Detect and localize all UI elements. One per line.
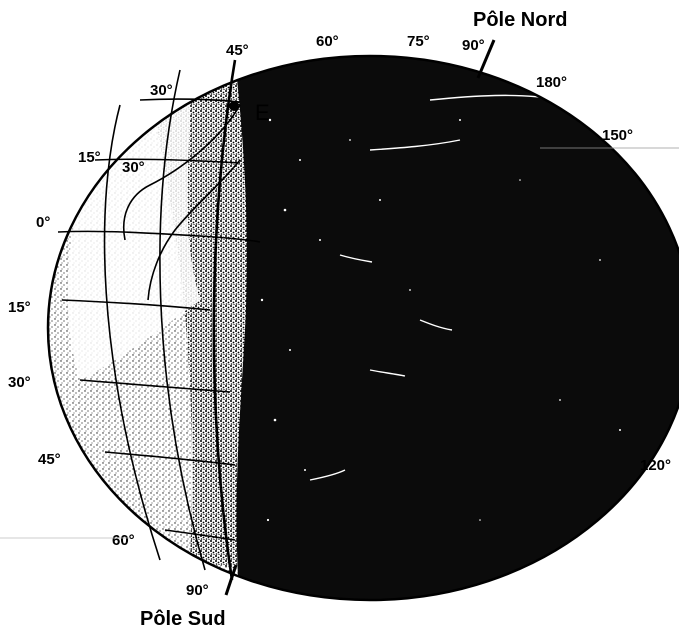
south-pole-label: Pôle Sud [140, 608, 226, 630]
lat-label-0: 0° [36, 214, 50, 231]
lat-label-30: 30° [8, 374, 31, 391]
lon-label-90: 90° [462, 37, 485, 54]
globe-body [48, 56, 679, 600]
lon-label-180: 180° [536, 74, 567, 91]
north-pole-pointer [476, 39, 496, 79]
graticule [57, 59, 261, 581]
lat-label-60: 60° [112, 532, 135, 549]
point-e-marker [229, 101, 239, 111]
night-side [235, 56, 679, 600]
lat-label-45: 45° [38, 451, 61, 468]
globe-outline [46, 54, 679, 602]
lon-label-150: 150° [602, 127, 633, 144]
point-e-label: E [255, 100, 270, 125]
lon-label-60: 60° [316, 33, 339, 50]
lat-label-upper-30b: 30° [122, 159, 145, 176]
lat-label-upper-30a: 30° [150, 82, 173, 99]
north-pole-label: Pôle Nord [473, 9, 567, 31]
lat-label-15: 15° [8, 299, 31, 316]
lat-label-upper-15: 15° [78, 149, 101, 166]
night-streaks [309, 94, 561, 481]
lon-label-75: 75° [407, 33, 430, 50]
lat-label-90: 90° [186, 582, 209, 599]
night-speckle [260, 118, 621, 522]
lat-label-upper-45: 45° [226, 42, 249, 59]
south-pole-pointer [224, 564, 238, 596]
lon-label-120: 120° [640, 457, 671, 474]
